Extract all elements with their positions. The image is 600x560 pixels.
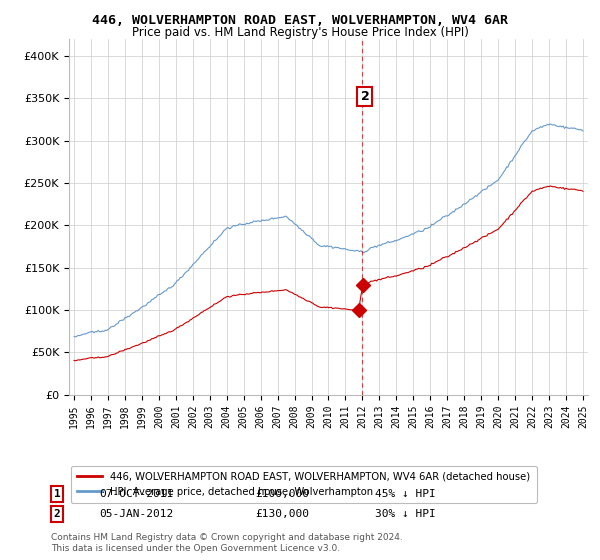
Text: 2: 2 xyxy=(53,509,61,519)
Text: 1: 1 xyxy=(53,489,61,499)
Text: £100,000: £100,000 xyxy=(255,489,309,499)
Legend: 446, WOLVERHAMPTON ROAD EAST, WOLVERHAMPTON, WV4 6AR (detached house), HPI: Aver: 446, WOLVERHAMPTON ROAD EAST, WOLVERHAMP… xyxy=(71,465,536,502)
Text: 30% ↓ HPI: 30% ↓ HPI xyxy=(375,509,436,519)
Text: 446, WOLVERHAMPTON ROAD EAST, WOLVERHAMPTON, WV4 6AR: 446, WOLVERHAMPTON ROAD EAST, WOLVERHAMP… xyxy=(92,14,508,27)
Text: 2: 2 xyxy=(361,90,370,103)
Text: 45% ↓ HPI: 45% ↓ HPI xyxy=(375,489,436,499)
Text: Contains HM Land Registry data © Crown copyright and database right 2024.
This d: Contains HM Land Registry data © Crown c… xyxy=(51,533,403,553)
Text: 05-JAN-2012: 05-JAN-2012 xyxy=(99,509,173,519)
Text: 07-OCT-2011: 07-OCT-2011 xyxy=(99,489,173,499)
Text: £130,000: £130,000 xyxy=(255,509,309,519)
Text: Price paid vs. HM Land Registry's House Price Index (HPI): Price paid vs. HM Land Registry's House … xyxy=(131,26,469,39)
